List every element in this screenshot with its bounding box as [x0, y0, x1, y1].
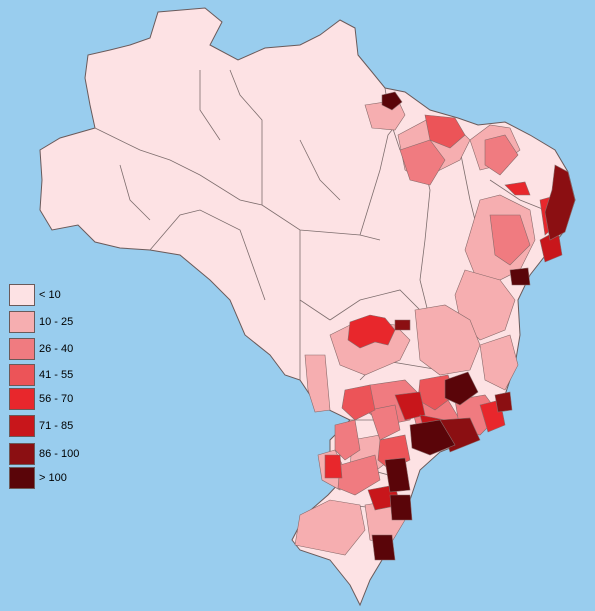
- state-borders: [94, 69, 546, 516]
- legend-item-5: 56 - 70: [9, 388, 73, 410]
- legend-label: < 10: [39, 289, 61, 301]
- legend-item-4: 41 - 55: [9, 364, 73, 386]
- legend-label: 10 - 25: [39, 316, 74, 328]
- legend-label: 86 - 100: [39, 448, 80, 460]
- legend-item-8: > 100: [9, 467, 67, 489]
- legend-swatch: [9, 415, 35, 437]
- legend-swatch: [9, 338, 35, 360]
- legend-swatch: [9, 284, 35, 306]
- legend-item-7: 86 - 100: [9, 443, 79, 465]
- legend-swatch: [9, 443, 35, 465]
- legend-label: 71 - 85: [39, 420, 74, 432]
- legend-swatch: [9, 388, 35, 410]
- legend-label: 26 - 40: [39, 343, 74, 355]
- legend-item-6: 71 - 85: [9, 415, 73, 437]
- legend-item-2: 10 - 25: [9, 311, 73, 333]
- legend-label: > 100: [39, 472, 67, 484]
- legend-label: 41 - 55: [39, 369, 74, 381]
- map-regions: [294, 91, 576, 561]
- legend-swatch: [9, 311, 35, 333]
- legend-swatch: [9, 467, 35, 489]
- legend-label: 56 - 70: [39, 393, 74, 405]
- legend-item-1: < 10: [9, 284, 61, 306]
- legend-swatch: [9, 364, 35, 386]
- legend-item-3: 26 - 40: [9, 338, 73, 360]
